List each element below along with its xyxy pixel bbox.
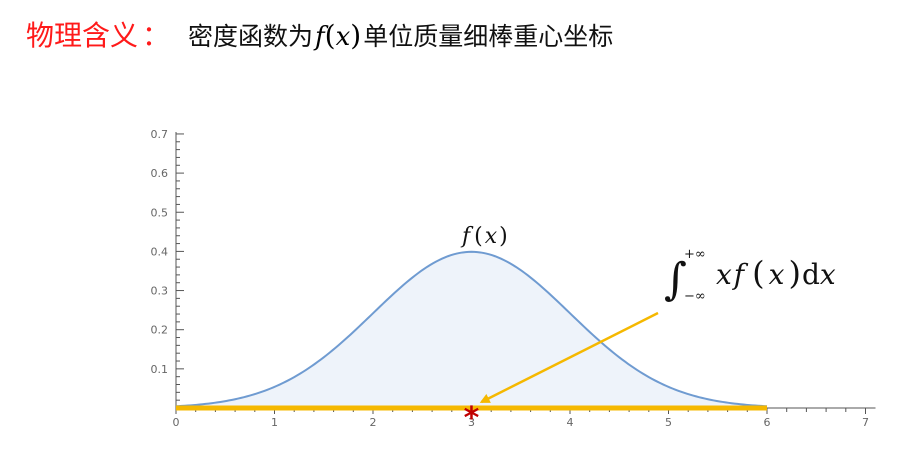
- y-tick-label: 0.6: [151, 167, 169, 180]
- y-tick-label: 0.7: [151, 128, 169, 141]
- integral-lower-limit: −∞: [684, 289, 706, 304]
- x-tick-label: 5: [665, 416, 672, 429]
- integrand-d: d: [802, 258, 820, 291]
- x-tick-label: 3: [468, 416, 475, 429]
- heading-function: f(x): [315, 19, 361, 52]
- y-tick-label: 0.1: [151, 363, 169, 376]
- integrand: xf(x)dx: [716, 254, 836, 292]
- integrand-open: (: [752, 254, 764, 292]
- integrand-var: x: [769, 258, 785, 291]
- heading-text-after: 单位质量细棒重心坐标: [363, 22, 614, 51]
- heading-colon: ：: [142, 19, 171, 52]
- density-curve: [175, 250, 768, 408]
- y-axis: 0.1 0.2 0.3 0.4 0.5 0.6 0.7: [151, 128, 184, 408]
- x-tick-label: 1: [271, 416, 278, 429]
- curve-label-open: (: [474, 224, 483, 249]
- x-tick-label: 6: [764, 416, 771, 429]
- centroid-marker: *: [464, 401, 480, 436]
- x-tick-label: 2: [370, 416, 377, 429]
- y-tick-label: 0.4: [151, 245, 169, 258]
- x-axis: 0 1 2 3 4 5 6 7: [173, 407, 876, 429]
- x-tick-label: 7: [862, 416, 869, 429]
- curve-label-close: ): [499, 224, 508, 249]
- integrand-x: x: [716, 258, 732, 291]
- heading-text-before: 密度函数为: [188, 22, 314, 51]
- x-tick-label: 4: [567, 416, 574, 429]
- integrand-close: ): [788, 254, 800, 292]
- y-tick-label: 0.3: [151, 285, 169, 298]
- curve-label-fn: f: [460, 224, 474, 249]
- heading-fn-open: (: [324, 19, 336, 52]
- integrand-dx: x: [820, 258, 836, 291]
- curve-label-var: x: [485, 224, 498, 249]
- heading-fn-close: ): [350, 19, 362, 52]
- integral-sign: ∫: [664, 254, 687, 305]
- y-tick-label: 0.5: [151, 206, 169, 219]
- integral-upper-limit: +∞: [684, 247, 706, 262]
- integrand-f: f: [732, 258, 749, 291]
- heading-fn-var: x: [335, 22, 351, 52]
- heading-label: 物理含义: [26, 19, 139, 52]
- integral-formula: ∫ +∞ −∞ xf(x)dx: [664, 247, 836, 305]
- centroid-arrow: [479, 311, 659, 404]
- x-tick-label: 0: [173, 416, 180, 429]
- heading-fn-name: f: [315, 22, 325, 52]
- y-tick-label: 0.2: [151, 324, 169, 337]
- density-area: [176, 251, 767, 408]
- heading: 物理含义 ： 密度函数为 f(x) 单位质量细棒重心坐标: [26, 14, 613, 56]
- curve-label: f (x): [460, 224, 508, 249]
